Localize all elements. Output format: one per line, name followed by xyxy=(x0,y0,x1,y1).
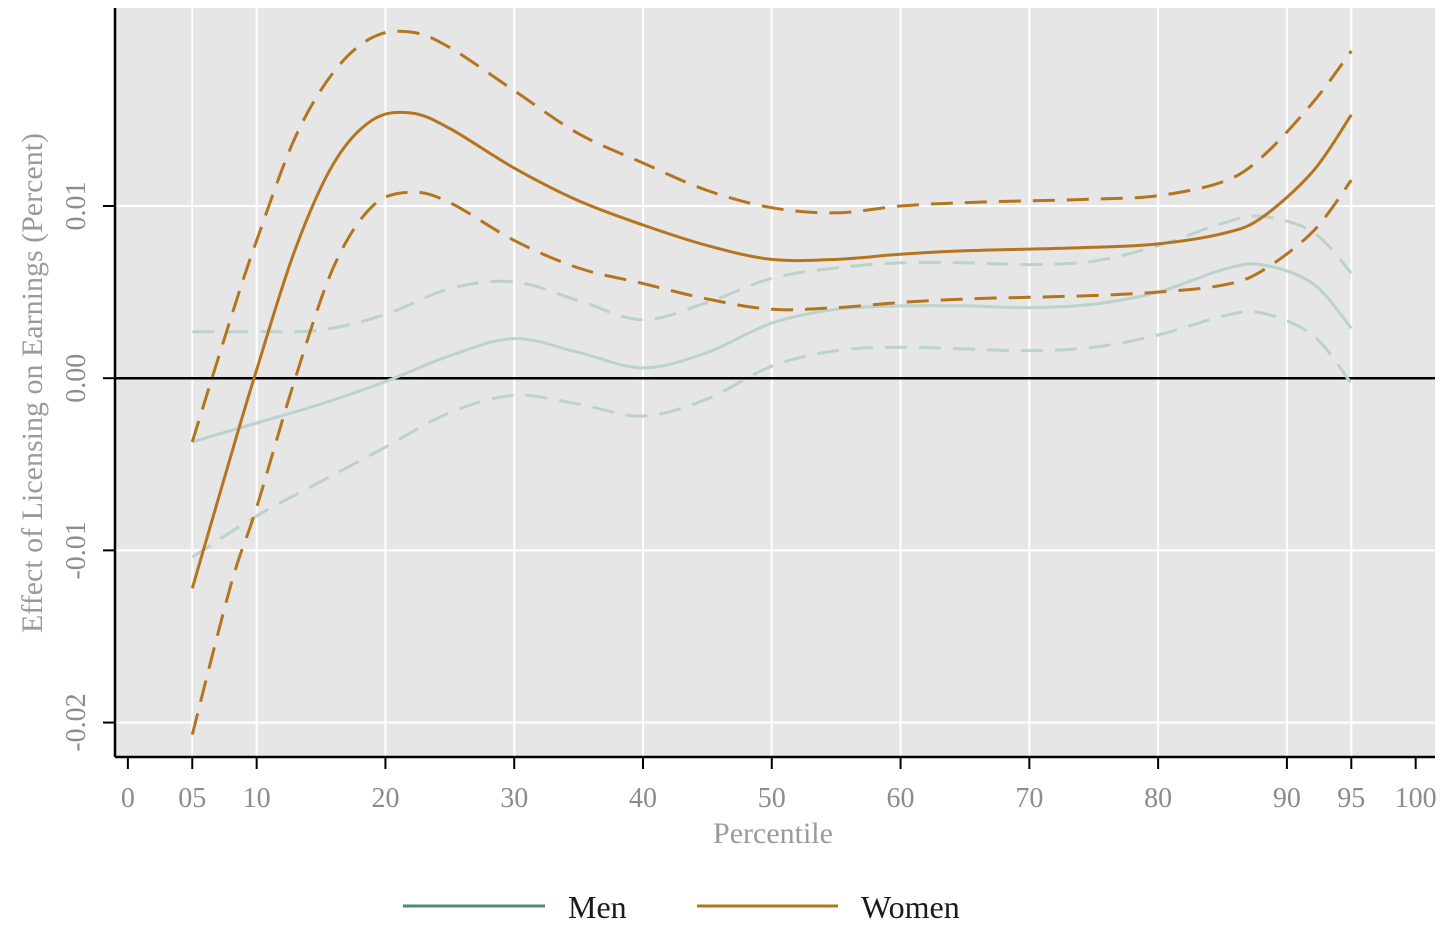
legend: Men Women xyxy=(403,889,960,925)
x-tick-label-80: 80 xyxy=(1144,783,1172,814)
x-tick-label-90: 90 xyxy=(1273,783,1301,814)
x-axis-title: Percentile xyxy=(713,817,833,850)
x-tick-label-20: 20 xyxy=(371,783,399,814)
y-tick-label-0-00: 0.00 xyxy=(61,354,92,403)
series-line-women-estimate xyxy=(190,110,1353,589)
x-tick-label-50: 50 xyxy=(758,783,786,814)
series-line-women-lower xyxy=(190,179,1353,735)
y-tick-label-0-01: 0.01 xyxy=(61,182,92,231)
x-tick-label-40: 40 xyxy=(629,783,657,814)
legend-label-men: Men xyxy=(568,889,627,925)
x-tick-label-70: 70 xyxy=(1015,783,1043,814)
series-line-women-upper xyxy=(190,29,1353,443)
y-axis-ticks: -0.02 -0.01 0.00 0.01 xyxy=(61,182,115,752)
series-line-men-lower xyxy=(191,309,1353,559)
x-tick-label-30: 30 xyxy=(500,783,528,814)
y-tick-label--0-01: -0.01 xyxy=(61,521,92,579)
y-axis-title: Effect of Licensing on Earnings (Percent… xyxy=(16,133,49,633)
series-lines xyxy=(190,29,1353,735)
x-tick-label-0: 0 xyxy=(121,783,135,814)
grid-lines xyxy=(115,8,1435,757)
x-tick-label-60: 60 xyxy=(887,783,915,814)
series-line-men-upper xyxy=(192,214,1353,334)
x-axis-ticks: 0 05 10 20 30 40 50 60 70 80 90 95 100 xyxy=(121,757,1437,814)
x-tick-label-95: 95 xyxy=(1337,783,1365,814)
legend-label-women: Women xyxy=(861,889,960,925)
x-tick-label-10: 10 xyxy=(243,783,271,814)
x-tick-label-100: 100 xyxy=(1395,783,1437,814)
series-line-men-estimate xyxy=(191,262,1353,444)
plot-background xyxy=(115,8,1435,757)
x-tick-label-05: 05 xyxy=(178,783,206,814)
y-tick-label--0-02: -0.02 xyxy=(61,693,92,751)
